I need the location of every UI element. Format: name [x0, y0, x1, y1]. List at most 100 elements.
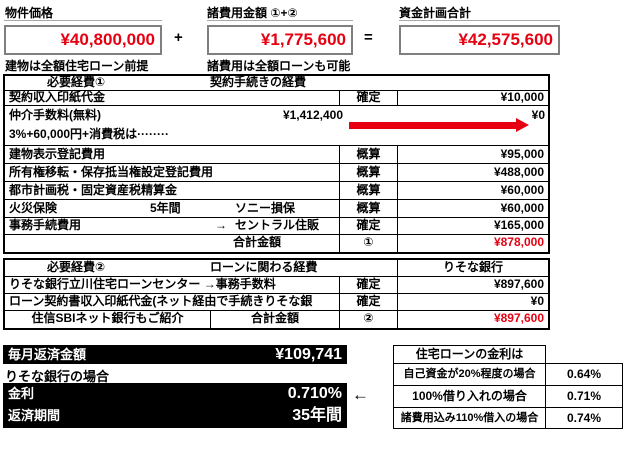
fees-amount-label: 諸費用金額 ①+② — [207, 6, 298, 20]
expense-name: 契約収入印紙代金 — [9, 91, 106, 104]
expense-row: りそな銀行立川住宅ローンセンター →事務手数料 確定 ¥897,600 — [5, 277, 548, 294]
expense-row: 都市計画税・固定資産税精算金 概算 ¥60,000 — [5, 182, 548, 200]
expense-name: 事務手続費用 → セントラル住販 — [5, 218, 339, 234]
expense-status: 概算 — [339, 146, 397, 163]
expense-row: 火災保険 5年間 ソニー損保 概算 ¥60,000 — [5, 200, 548, 218]
expense-status: 確定 — [339, 91, 397, 105]
rate-period-bar: 金利 0.710% 返済期間 35年間 — [3, 383, 347, 428]
broker-fee-name: 仲介手数料(無料) — [9, 108, 101, 122]
insurance-period: 5年間 — [150, 201, 181, 215]
monthly-payment-bar: 毎月返済金額 ¥109,741 — [3, 345, 347, 364]
total-label: 合計金額 — [210, 311, 339, 328]
label-underline — [4, 20, 162, 21]
expense-name: ローン契約書収入印紙代金(ネット経由で手続きりそな銀 — [9, 294, 313, 308]
rate-row: 金利 0.710% — [3, 383, 347, 405]
rate-row-value: 0.74% — [545, 407, 623, 429]
expenses1-subtitle: 契約手続きの経費 — [210, 75, 307, 89]
expense-amount: ¥60,000 — [397, 182, 548, 199]
sbi-note: 住信SBIネット銀行もご紹介 — [31, 311, 184, 325]
admin-vendor: セントラル住販 — [235, 218, 320, 232]
monthly-payment-label: 毎月返済金額 — [8, 347, 87, 362]
total-label: 合計金額 — [233, 235, 282, 249]
rate-row-value: 0.71% — [545, 385, 623, 408]
broker-fee-note: 3%+60,000円+消費税は········ — [9, 127, 170, 141]
expense-amount: ¥0 — [397, 294, 548, 310]
expense-row: ローン契約書収入印紙代金(ネット経由で手続きりそな銀 確定 ¥0 — [5, 294, 548, 311]
property-price-value-box: ¥40,800,000 — [4, 25, 162, 55]
red-arrow-icon — [349, 118, 529, 133]
rate-row-label: 諸費用込み110%借入の場合 — [393, 407, 546, 429]
expense-amount: ¥165,000 — [397, 218, 548, 234]
label-underline — [399, 20, 560, 21]
expense-status: 確定 — [339, 294, 397, 310]
expenses2-header-row: 必要経費② ローンに関わる経費 りそな銀行 — [5, 260, 548, 277]
expenses1-total-row: 合計金額 ① ¥878,000 — [5, 235, 548, 252]
property-price-label: 物件価格 — [5, 6, 54, 20]
total-mark: ① — [339, 235, 397, 252]
arrow-to-vendor: → — [215, 218, 227, 232]
expense-name: 都市計画税・固定資産税精算金 — [9, 183, 178, 197]
note-building-loan: 建物は全額住宅ローン前提 — [5, 59, 149, 73]
expense-name: 建物表示登記費用 — [9, 147, 106, 161]
total-amount: ¥897,600 — [397, 311, 548, 328]
period-label: 返済期間 — [8, 408, 61, 423]
expense-row: 契約収入印紙代金 確定 ¥10,000 — [5, 91, 548, 106]
bank-case-label: りそな銀行の場合 — [5, 369, 110, 384]
period-value: 35年間 — [292, 407, 342, 424]
expenses2-total-row: 住信SBIネット銀行もご紹介 合計金額 ② ¥897,600 — [5, 311, 548, 328]
total-amount: ¥878,000 — [397, 235, 548, 252]
expense-status: 概算 — [339, 164, 397, 181]
expense-row: 事務手続費用 → セントラル住販 確定 ¥165,000 — [5, 218, 548, 235]
fees-amount-value-box: ¥1,775,600 — [207, 25, 353, 55]
expense-row: 建物表示登記費用 概算 ¥95,000 — [5, 146, 548, 164]
left-arrow-icon: ← — [352, 385, 369, 404]
expense-row: 所有権移転・保存抵当権設定登記費用 概算 ¥488,000 — [5, 164, 548, 182]
expenses1-table: 必要経費① 契約手続きの経費 契約収入印紙代金 確定 ¥10,000 仲介手数料… — [3, 74, 550, 254]
note-fees-loan: 諸費用は全額ローンも可能 — [207, 59, 351, 73]
plan-total-value-box: ¥42,575,600 — [399, 25, 560, 55]
rate-label: 金利 — [8, 386, 35, 401]
plan-total-label: 資金計画合計 — [399, 6, 472, 20]
expenses2-table: 必要経費② ローンに関わる経費 りそな銀行 りそな銀行立川住宅ローンセンター →… — [3, 258, 550, 330]
broker-fee-after: ¥0 — [531, 108, 545, 122]
expense-name: 所有権移転・保存抵当権設定登記費用 — [9, 165, 214, 179]
rate-value: 0.710% — [287, 385, 342, 402]
rate-row-value: 0.64% — [545, 363, 623, 386]
expense-amount: ¥10,000 — [397, 91, 548, 105]
expenses2-title: 必要経費② — [47, 260, 106, 274]
expense-name: りそな銀行立川住宅ローンセンター →事務手数料 — [9, 277, 276, 291]
expense-name-text: 火災保険 — [9, 201, 58, 215]
expenses2-header-cell: 必要経費② ローンに関わる経費 — [5, 260, 397, 276]
equals-operator: = — [364, 29, 373, 46]
expenses1-title: 必要経費① — [47, 75, 106, 89]
rate-row-label: 100%借り入れの場合 — [393, 385, 546, 408]
expenses2-subtitle: ローンに関わる経費 — [210, 260, 318, 274]
broker-fee-row: 仲介手数料(無料) ¥1,412,400 ¥0 3%+60,000円+消費税は·… — [5, 106, 548, 146]
expense-status: 確定 — [339, 277, 397, 293]
broker-fee-before: ¥1,412,400 — [282, 108, 343, 122]
period-row: 返済期間 35年間 — [3, 405, 347, 427]
plus-operator: + — [174, 29, 183, 46]
expense-name: 火災保険 5年間 ソニー損保 — [5, 200, 339, 217]
expense-amount: ¥897,600 — [397, 277, 548, 293]
rate-table-title: 住宅ローンの金利は — [393, 345, 546, 364]
plan-total-value: ¥42,575,600 — [458, 30, 553, 49]
bank-name: りそな銀行 — [397, 260, 548, 276]
insurance-vendor: ソニー損保 — [235, 201, 296, 215]
expense-status: 確定 — [339, 218, 397, 234]
expense-amount: ¥488,000 — [397, 164, 548, 181]
expense-name-text: 事務手続費用 — [9, 218, 82, 232]
expense-amount: ¥60,000 — [397, 200, 548, 217]
expenses1-header-row: 必要経費① 契約手続きの経費 — [5, 76, 548, 91]
total-mark: ② — [339, 311, 397, 328]
total-label-cell: 合計金額 — [5, 235, 339, 252]
expense-status: 概算 — [339, 182, 397, 199]
rate-row-label: 自己資金が20%程度の場合 — [393, 363, 546, 386]
expense-amount: ¥95,000 — [397, 146, 548, 163]
expense-status: 概算 — [339, 200, 397, 217]
fees-amount-value: ¥1,775,600 — [260, 30, 346, 49]
label-underline — [207, 20, 353, 21]
monthly-payment-amount: ¥109,741 — [275, 346, 342, 363]
property-price-value: ¥40,800,000 — [60, 30, 155, 49]
